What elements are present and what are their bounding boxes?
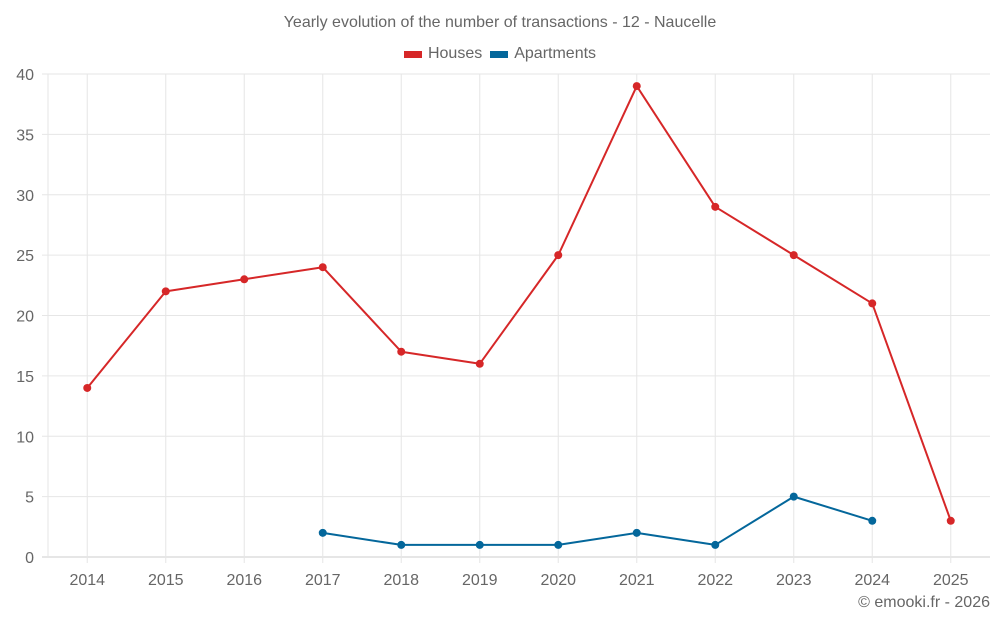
data-point-houses	[711, 202, 720, 211]
series-layer	[83, 82, 955, 549]
data-point-houses	[868, 299, 877, 308]
legend-item-houses[interactable]: Houses	[403, 45, 483, 63]
data-point-apartments	[475, 540, 484, 549]
legend-swatch-houses	[403, 50, 422, 58]
legend: Houses Apartments	[0, 45, 1000, 63]
data-point-houses	[397, 347, 406, 356]
legend-label-apartments: Apartments	[514, 45, 597, 62]
data-point-apartments	[711, 540, 720, 549]
data-point-houses	[632, 82, 641, 91]
x-tick-label: 2022	[697, 572, 733, 589]
y-tick-label: 20	[16, 309, 34, 326]
y-tick-label: 0	[25, 550, 34, 567]
y-tick-label: 40	[16, 67, 34, 84]
y-tick-label: 15	[16, 369, 34, 386]
x-tick-label: 2021	[619, 572, 655, 589]
y-tick-label: 10	[16, 429, 34, 446]
series-houses	[83, 82, 955, 525]
y-axis: 0 5 10 15 20 25 30 35 40	[16, 67, 34, 567]
data-point-apartments	[397, 540, 406, 549]
data-point-houses	[318, 263, 327, 272]
data-point-houses	[554, 251, 563, 260]
data-point-houses	[946, 516, 955, 525]
x-tick-label: 2023	[776, 572, 812, 589]
x-tick-label: 2024	[854, 572, 890, 589]
x-tick-label: 2014	[69, 572, 105, 589]
credit-text: © emooki.fr - 2026	[858, 594, 990, 611]
legend-label-houses: Houses	[427, 45, 483, 62]
data-point-houses	[161, 287, 170, 296]
data-point-apartments	[789, 492, 798, 501]
x-tick-label: 2019	[462, 572, 498, 589]
series-apartments	[318, 492, 877, 549]
y-tick-label: 5	[25, 490, 34, 507]
data-point-houses	[475, 359, 484, 368]
data-point-houses	[83, 383, 92, 392]
legend-swatch-apartments	[490, 50, 509, 58]
x-tick-label: 2016	[226, 572, 262, 589]
data-point-apartments	[868, 516, 877, 525]
x-tick-label: 2018	[383, 572, 419, 589]
grid	[42, 73, 990, 563]
data-point-houses	[240, 275, 249, 284]
x-tick-label: 2015	[148, 572, 184, 589]
x-tick-label: 2025	[933, 572, 969, 589]
x-tick-label: 2020	[540, 572, 576, 589]
y-tick-label: 35	[16, 127, 34, 144]
legend-item-apartments[interactable]: Apartments	[490, 45, 596, 63]
y-tick-label: 25	[16, 248, 34, 265]
y-tick-label: 30	[16, 188, 34, 205]
series-line-houses	[86, 85, 952, 522]
data-point-apartments	[632, 528, 641, 537]
x-axis: 2014 2015 2016 2017 2018 2019 2020 2021 2022 2023…	[69, 572, 968, 589]
data-point-houses	[789, 251, 798, 260]
data-point-apartments	[318, 528, 327, 537]
chart-title: Yearly evolution of the number of transa…	[283, 14, 717, 31]
data-point-apartments	[554, 540, 563, 549]
series-line-apartments	[322, 495, 873, 546]
x-tick-label: 2017	[305, 572, 341, 589]
